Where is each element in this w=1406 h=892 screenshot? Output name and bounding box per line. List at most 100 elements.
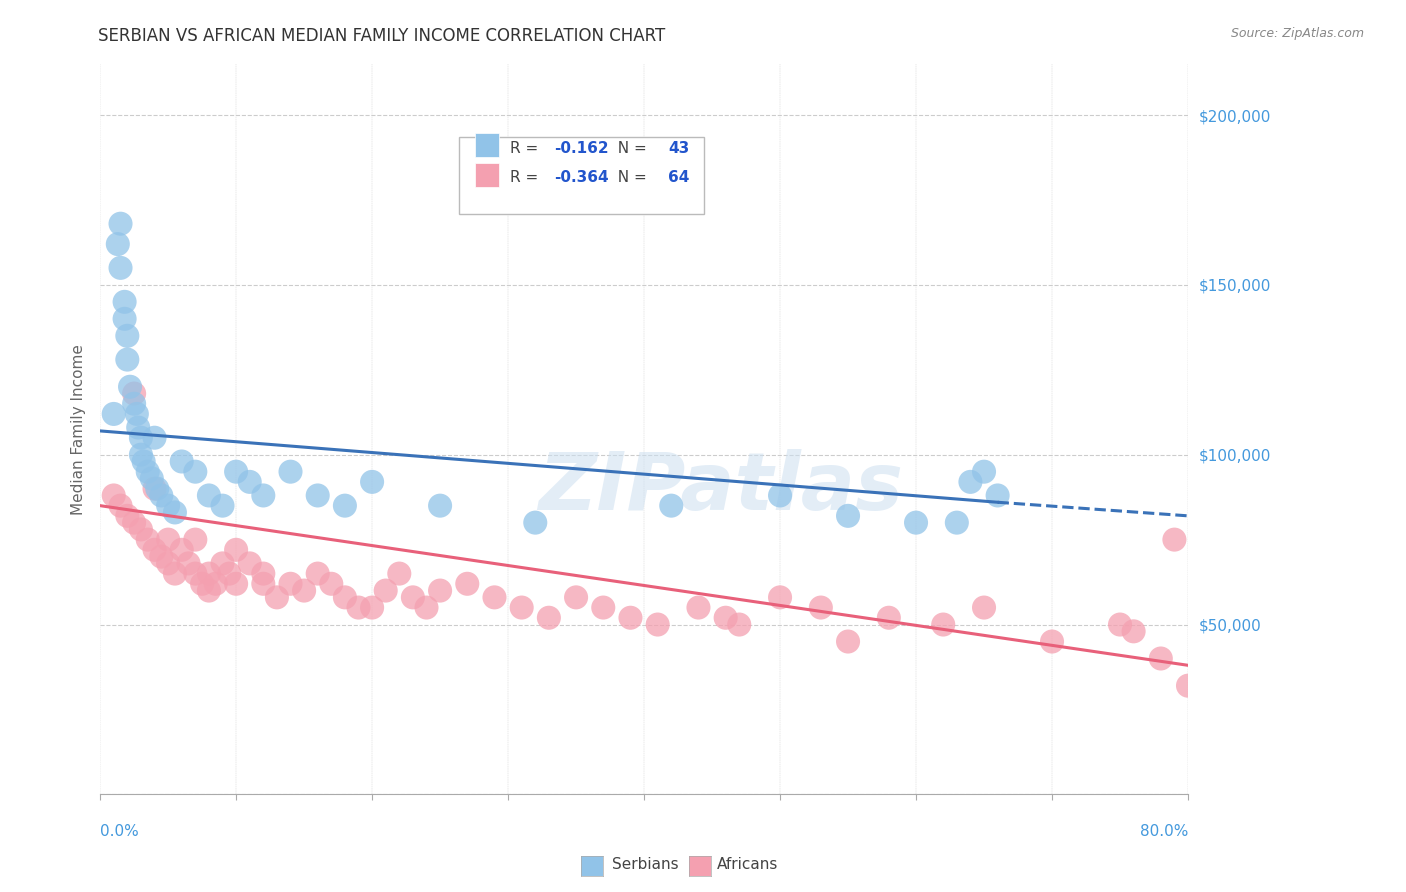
Point: [136, 533, 159, 547]
Text: N =: N =: [609, 170, 652, 186]
Y-axis label: Median Family Income: Median Family Income: [72, 343, 86, 515]
Point: [333, 591, 356, 605]
Text: N =: N =: [609, 141, 652, 155]
Point: [292, 583, 315, 598]
Point: [110, 260, 132, 275]
Point: [973, 465, 995, 479]
Point: [143, 431, 166, 445]
Point: [129, 448, 152, 462]
Point: [905, 516, 928, 530]
Point: [163, 566, 186, 581]
Point: [565, 591, 588, 605]
Point: [932, 617, 955, 632]
Point: [361, 475, 384, 489]
Point: [647, 617, 669, 632]
Point: [114, 311, 136, 326]
Point: [163, 505, 186, 519]
Point: [361, 600, 384, 615]
Point: [143, 482, 166, 496]
Point: [132, 454, 155, 468]
Point: [659, 499, 682, 513]
Point: [184, 465, 207, 479]
Point: [688, 600, 710, 615]
Point: [127, 420, 149, 434]
Point: [347, 600, 370, 615]
Point: [728, 617, 751, 632]
Point: [280, 465, 302, 479]
Point: [1163, 533, 1185, 547]
Point: [1109, 617, 1132, 632]
Text: 0.0%: 0.0%: [100, 823, 139, 838]
Point: [987, 488, 1010, 502]
Point: [1122, 624, 1144, 639]
Point: [157, 557, 180, 571]
Point: [810, 600, 832, 615]
Point: [456, 576, 478, 591]
Point: [141, 471, 163, 485]
Point: [239, 557, 262, 571]
Point: [946, 516, 969, 530]
Point: [429, 583, 451, 598]
Point: [110, 499, 132, 513]
Point: [619, 611, 641, 625]
Point: [225, 542, 247, 557]
Point: [877, 611, 900, 625]
Point: [973, 600, 995, 615]
Point: [769, 591, 792, 605]
Point: [837, 634, 859, 648]
Point: [252, 576, 274, 591]
Point: [125, 407, 148, 421]
Point: [837, 508, 859, 523]
Point: [103, 488, 125, 502]
Point: [252, 488, 274, 502]
Point: [136, 465, 159, 479]
Point: [122, 386, 145, 401]
Point: [484, 591, 506, 605]
Text: SERBIAN VS AFRICAN MEDIAN FAMILY INCOME CORRELATION CHART: SERBIAN VS AFRICAN MEDIAN FAMILY INCOME …: [98, 27, 665, 45]
Point: [117, 352, 139, 367]
Point: [198, 488, 221, 502]
Point: [117, 328, 139, 343]
Point: [129, 431, 152, 445]
Point: [191, 576, 214, 591]
Point: [184, 533, 207, 547]
Point: [143, 542, 166, 557]
Point: [239, 475, 262, 489]
Text: -0.364: -0.364: [554, 170, 609, 186]
Point: [170, 454, 193, 468]
Text: 64: 64: [668, 170, 689, 186]
Point: [110, 217, 132, 231]
Point: [177, 557, 200, 571]
Text: Africans: Africans: [717, 857, 779, 872]
Point: [388, 566, 411, 581]
Point: [146, 482, 169, 496]
Point: [122, 516, 145, 530]
FancyBboxPatch shape: [460, 137, 704, 214]
Point: [524, 516, 547, 530]
Point: [252, 566, 274, 581]
Text: Serbians: Serbians: [612, 857, 678, 872]
Point: [280, 576, 302, 591]
Point: [225, 465, 247, 479]
Point: [107, 237, 129, 252]
Point: [150, 549, 173, 564]
Point: [129, 523, 152, 537]
Point: [714, 611, 737, 625]
Bar: [475, 162, 499, 186]
Point: [1177, 679, 1199, 693]
Point: [769, 488, 792, 502]
Point: [198, 583, 221, 598]
Text: 43: 43: [668, 141, 689, 155]
Point: [307, 488, 329, 502]
Point: [429, 499, 451, 513]
Point: [218, 566, 240, 581]
Point: [122, 397, 145, 411]
Text: Source: ZipAtlas.com: Source: ZipAtlas.com: [1230, 27, 1364, 40]
Bar: [475, 133, 499, 157]
Point: [198, 566, 221, 581]
Point: [170, 542, 193, 557]
Point: [510, 600, 533, 615]
Point: [321, 576, 343, 591]
Point: [333, 499, 356, 513]
Point: [103, 407, 125, 421]
